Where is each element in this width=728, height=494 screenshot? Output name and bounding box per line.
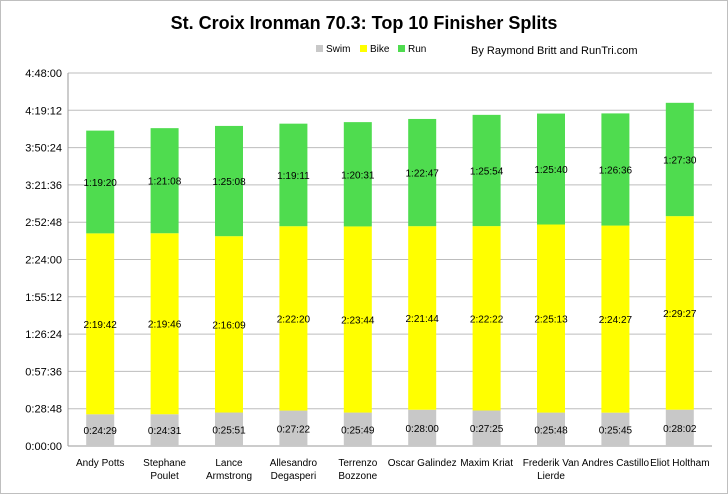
y-tick-label: 1:26:24 [25, 329, 62, 341]
y-axis: 0:00:00 0:28:48 0:57:36 1:26:24 1:55:12 2:24:… [25, 68, 69, 453]
data-label-swim: 0:25:45 [599, 425, 633, 436]
bar-swim [215, 412, 243, 446]
data-label-bike: 2:25:13 [534, 315, 568, 326]
bar-bike [215, 236, 243, 413]
data-label-bike: 2:22:22 [470, 314, 504, 325]
data-label-swim: 0:27:22 [277, 424, 311, 435]
x-tick-label: Terrenzo [338, 458, 377, 469]
data-label-bike: 2:19:42 [84, 320, 118, 331]
data-label-swim: 0:24:31 [148, 426, 182, 437]
legend-label-bike: Bike [370, 44, 390, 55]
bar-bike [472, 226, 501, 411]
y-tick-label: 0:00:00 [25, 441, 62, 453]
bar-run [150, 128, 179, 234]
bar-bike [150, 233, 179, 415]
data-label-swim: 0:27:25 [470, 424, 504, 435]
bar-swim [665, 409, 694, 446]
bar-swim [343, 412, 372, 446]
bar-run [279, 123, 308, 227]
x-tick-label: Armstrong [206, 471, 252, 482]
bar-run [343, 122, 372, 227]
data-label-run: 1:25:08 [212, 177, 246, 188]
bar-swim [537, 412, 565, 446]
data-label-swim: 0:25:48 [534, 425, 568, 436]
x-tick-label: Allesandro [270, 458, 318, 469]
bar-bike [537, 224, 565, 413]
y-tick-label: 1:55:12 [25, 292, 62, 304]
bar-swim [472, 410, 501, 446]
data-label-swim: 0:25:51 [212, 425, 246, 436]
y-tick-label: 4:48:00 [25, 68, 62, 80]
x-tick-label: Andy Potts [76, 458, 124, 469]
legend-label-swim: Swim [326, 44, 350, 55]
data-label-run: 1:25:40 [534, 165, 568, 176]
y-tick-label: 0:57:36 [25, 366, 62, 378]
data-label-run: 1:27:30 [663, 155, 697, 166]
data-label-bike: 2:24:27 [599, 315, 633, 326]
x-tick-label: Oscar Galindez [388, 458, 457, 469]
y-tick-label: 0:28:48 [25, 404, 62, 416]
legend: Swim Bike Run [316, 44, 426, 55]
data-label-swim: 0:25:49 [341, 425, 375, 436]
bar-run [537, 113, 565, 225]
data-label-run: 1:21:08 [148, 177, 182, 188]
x-tick-label: Eliot Holtham [650, 458, 709, 469]
legend-label-run: Run [408, 44, 426, 55]
bar-bike [86, 233, 115, 415]
bar-bike [279, 226, 308, 411]
bar-swim [408, 409, 437, 446]
bar-run [86, 130, 115, 234]
chart-subtitle: By Raymond Britt and RunTri.com [471, 45, 637, 57]
legend-swatch-bike [360, 45, 367, 52]
bar-run [472, 114, 501, 227]
y-tick-label: 2:24:00 [25, 255, 62, 267]
data-label-bike: 2:22:20 [277, 314, 311, 325]
legend-swatch-swim [316, 45, 323, 52]
data-label-run: 1:20:31 [341, 170, 375, 181]
bar-swim [279, 410, 308, 446]
bar-run [665, 102, 694, 217]
bar-run [408, 118, 437, 227]
bar-swim [150, 414, 179, 446]
data-label-bike: 2:16:09 [212, 320, 246, 331]
bar-bike [408, 226, 437, 410]
y-tick-label: 3:21:36 [25, 180, 62, 192]
x-tick-label: Bozzone [338, 471, 377, 482]
data-label-run: 1:26:36 [599, 165, 633, 176]
x-axis: Andy Potts Stephane Poulet Lance Armstrong Al… [76, 458, 710, 482]
x-tick-label: Lance [215, 458, 243, 469]
y-tick-label: 2:52:48 [25, 217, 62, 229]
bar-bike [665, 216, 694, 410]
data-label-swim: 0:28:00 [406, 424, 440, 435]
y-tick-label: 4:19:12 [25, 105, 62, 117]
bar-run [215, 125, 243, 237]
data-label-bike: 2:21:44 [406, 314, 440, 325]
legend-swatch-run [398, 45, 405, 52]
bar-bike [601, 225, 630, 413]
data-label-run: 1:19:11 [277, 171, 310, 182]
chart-title: St. Croix Ironman 70.3: Top 10 Finisher … [171, 13, 558, 33]
data-label-run: 1:19:20 [84, 178, 118, 189]
data-label-run: 1:22:47 [406, 169, 440, 180]
bar-run [601, 113, 630, 226]
data-label-swim: 0:24:29 [84, 426, 118, 437]
data-label-bike: 2:23:44 [341, 315, 375, 326]
x-tick-label: Degasperi [271, 471, 317, 482]
data-label-bike: 2:19:46 [148, 320, 182, 331]
bar-bike [343, 226, 372, 413]
x-tick-label: Andres Castillo [582, 458, 650, 469]
x-tick-label: Poulet [150, 471, 179, 482]
data-label-swim: 0:28:02 [663, 424, 697, 435]
bar-swim [601, 412, 630, 446]
bars: 0:24:29 2:19:42 1:19:20 0:24:31 2:19:46 1:21:… [84, 102, 697, 446]
x-tick-label: Maxim Kriat [460, 458, 513, 469]
data-label-bike: 2:29:27 [663, 309, 697, 320]
x-tick-label: Frederik Van [523, 458, 580, 469]
bar-swim [86, 414, 115, 446]
y-tick-label: 3:50:24 [25, 143, 62, 155]
x-tick-label: Stephane [143, 458, 186, 469]
x-tick-label: Lierde [537, 471, 565, 482]
data-label-run: 1:25:54 [470, 166, 504, 177]
